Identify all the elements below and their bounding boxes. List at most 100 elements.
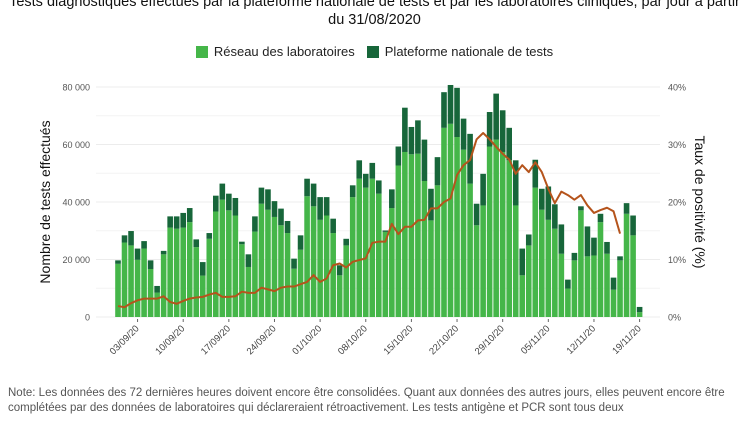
bar-plateforme (591, 237, 597, 256)
y2-tick-label: 40% (668, 83, 686, 93)
bar-reseau (167, 227, 173, 317)
y-tick-label: 0 (85, 313, 90, 323)
bar-reseau (447, 123, 454, 317)
legend-swatch-plateforme (366, 45, 379, 58)
bar-reseau (402, 151, 408, 317)
bar-plateforme (539, 188, 545, 210)
bar-reseau (278, 225, 284, 317)
bar-reseau (271, 216, 278, 317)
bar-reseau (115, 263, 121, 317)
bar-plateforme (330, 218, 336, 234)
bar-reseau (323, 215, 330, 317)
bar-plateforme (382, 230, 389, 232)
chart-title: Tests diagnostiques effectués par la pla… (9, 0, 740, 28)
bar-plateforme (310, 183, 317, 207)
bar-plateforme (284, 220, 291, 234)
bar-plateforme (336, 265, 343, 276)
bar-plateforme (558, 224, 565, 254)
bar-plateforme (460, 118, 467, 150)
legend-item-plateforme: Plateforme nationale de tests (366, 44, 553, 59)
bar-reseau (160, 254, 167, 317)
bar-plateforme (134, 248, 141, 260)
bar-reseau (186, 222, 193, 317)
bar-plateforme (147, 260, 154, 269)
bar-reseau (630, 235, 636, 317)
bar-reseau (493, 139, 499, 317)
bar-plateforme (525, 234, 532, 246)
bar-reseau (428, 220, 434, 317)
bar-reseau (226, 210, 232, 317)
x-tick-label: 05/11/20 (519, 323, 552, 356)
bar-reseau (506, 160, 512, 317)
x-tick-label: 29/10/20 (473, 323, 507, 357)
bar-plateforme (565, 279, 571, 289)
bar-reseau (304, 196, 310, 317)
bar-plateforme (245, 254, 252, 267)
bar-plateforme (278, 208, 284, 226)
bar-plateforme (506, 127, 512, 161)
bar-reseau (558, 253, 565, 317)
bar-reseau (552, 228, 558, 317)
x-tick-label: 10/09/20 (153, 323, 187, 357)
bar-plateforme (167, 216, 173, 228)
bar-reseau (441, 127, 447, 317)
legend-label-reseau: Réseau des laboratoires (213, 44, 355, 59)
bar-reseau (467, 183, 473, 317)
bar-plateforme (115, 260, 121, 264)
bar-plateforme (265, 189, 271, 210)
bar-reseau (343, 245, 349, 317)
bar-plateforme (402, 107, 408, 152)
bar-plateforme (369, 162, 376, 179)
bar-plateforme (297, 235, 304, 250)
bar-reseau (434, 185, 441, 317)
bar-plateforme (121, 235, 128, 243)
bar-plateforme (154, 285, 160, 293)
bar-reseau (480, 205, 486, 317)
bar-plateforme (199, 262, 206, 276)
bar-plateforme (571, 252, 578, 261)
bar-plateforme (617, 256, 623, 261)
bar-plateforme (389, 189, 395, 209)
bar-plateforme (434, 157, 441, 186)
bar-reseau (376, 193, 382, 317)
bar-reseau (584, 256, 591, 317)
bar-plateforme (421, 139, 428, 182)
bar-plateforme (545, 186, 552, 220)
bar-reseau (597, 222, 604, 317)
bar-reseau (356, 178, 363, 317)
bar-reseau (362, 187, 369, 317)
x-tick-label: 03/09/20 (108, 323, 142, 357)
legend: Réseau des laboratoires Plateforme natio… (0, 44, 749, 59)
bar-reseau (310, 206, 317, 317)
bar-reseau (408, 154, 415, 317)
bar-plateforme (486, 112, 493, 147)
bar-plateforme (180, 212, 186, 228)
bar-plateforme (226, 193, 232, 211)
x-tick-label: 12/11/20 (565, 323, 598, 356)
bar-plateforme (473, 203, 480, 226)
bar-reseau (525, 245, 532, 317)
bar-reseau (519, 275, 526, 317)
bar-plateforme (213, 195, 219, 212)
bar-reseau (454, 137, 460, 317)
bar-plateforme (304, 178, 310, 197)
x-tick-label: 17/09/20 (199, 323, 233, 357)
bar-plateforme (623, 203, 630, 214)
bar-reseau (173, 228, 180, 317)
bar-reseau (213, 211, 219, 317)
bar-reseau (578, 210, 584, 317)
bar-reseau (591, 255, 597, 317)
bar-reseau (512, 205, 519, 317)
bar-plateforme (186, 208, 193, 223)
bar-plateforme (512, 160, 519, 206)
bar-reseau (369, 178, 376, 317)
bar-plateforme (636, 306, 643, 313)
y2-tick-label: 10% (668, 255, 686, 265)
bar-reseau (382, 231, 389, 317)
y-tick-label: 60 000 (62, 140, 90, 150)
bar-reseau (193, 247, 200, 317)
bar-reseau (395, 165, 402, 317)
y2-tick-label: 0% (668, 313, 681, 323)
bar-plateforme (193, 239, 200, 248)
bar-plateforme (597, 213, 604, 223)
